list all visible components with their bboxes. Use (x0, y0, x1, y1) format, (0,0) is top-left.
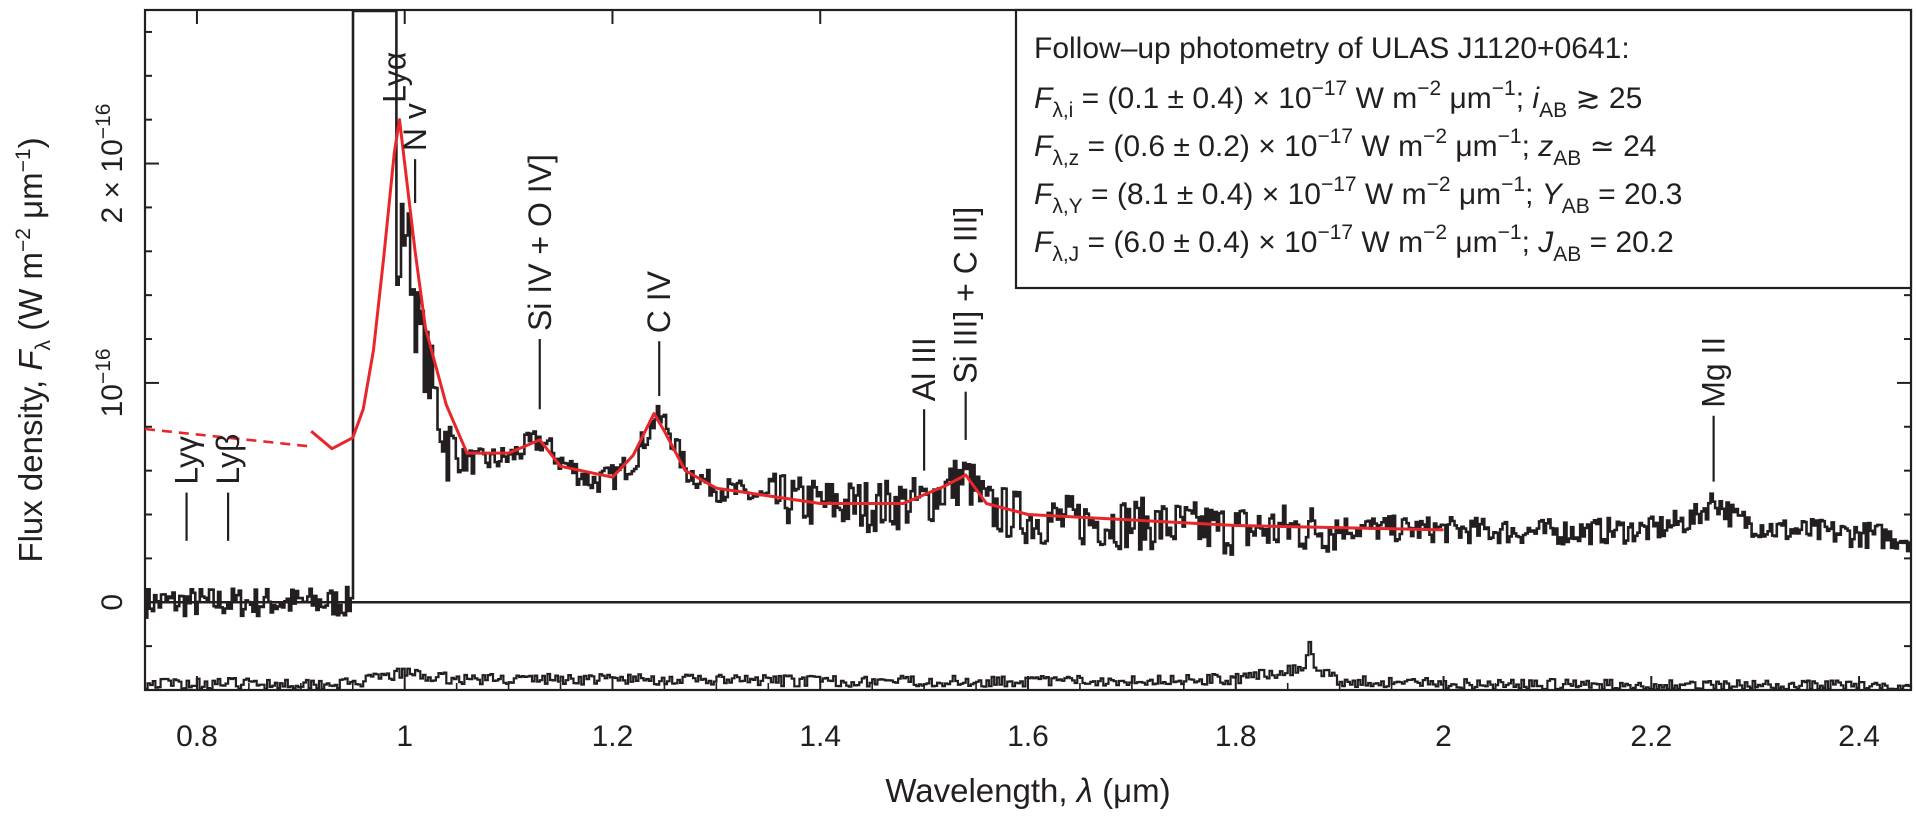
legend-frame (1014, 8, 1913, 290)
y-tick-label: 10−16 (92, 348, 129, 417)
line-marker-label: Lyγ (169, 436, 205, 485)
x-tick-label: 1.6 (1007, 720, 1049, 753)
x-tick-label: 2 (1435, 720, 1452, 753)
line-marker-label: Mg II (1696, 337, 1732, 408)
x-tick-label: 2.2 (1630, 720, 1672, 753)
x-tick-label: 2.4 (1838, 720, 1880, 753)
line-marker-label: N v (397, 103, 433, 151)
noise-spectrum (145, 640, 1913, 691)
x-tick-label: 1.2 (592, 720, 634, 753)
composite-spectrum (144, 118, 1444, 532)
x-axis-title: Wavelength, λ (μm) (885, 772, 1170, 809)
x-tick-label: 0.8 (176, 720, 218, 753)
x-tick-label: 1.4 (799, 720, 841, 753)
legend-row: Fλ,z = (0.6 ± 0.2) × 10−17 W m−2 μm−1; z… (1034, 125, 1656, 170)
spectrum-line (145, 9, 1911, 619)
extrapolation-line (144, 427, 312, 448)
y-axis-title: Flux density, Fλ (W m−2 μm−1) (12, 137, 55, 562)
x-tick-label: 1.8 (1215, 720, 1257, 753)
x-tick-label: 1 (396, 720, 413, 753)
line-marker-label: Si IV + O IV] (522, 154, 558, 331)
line-marker-label: Lyα (376, 52, 412, 103)
y-tick-label: 0 (96, 594, 129, 611)
line-marker-label: Si III] + C III] (948, 207, 984, 384)
legend-row: Fλ,i = (0.1 ± 0.4) × 10−17 W m−2 μm−1; i… (1034, 77, 1642, 122)
noise-line (145, 640, 1913, 691)
line-marker-label: C IV (641, 270, 677, 333)
legend-box: Follow–up photometry of ULAS J1120+0641:… (1014, 8, 1913, 290)
legend-row: Fλ,Y = (8.1 ± 0.4) × 10−17 W m−2 μm−1; Y… (1034, 173, 1682, 218)
legend-title: Follow–up photometry of ULAS J1120+0641: (1034, 32, 1630, 65)
composite-line (310, 118, 1444, 532)
line-marker-label: Lyβ (210, 434, 246, 485)
line-marker-label: Al III (906, 337, 942, 401)
observed-spectrum (145, 9, 1911, 619)
legend-row: Fλ,J = (6.0 ± 0.4) × 10−17 W m−2 μm−1; J… (1034, 221, 1674, 266)
y-tick-label: 2 × 10−16 (92, 104, 129, 224)
